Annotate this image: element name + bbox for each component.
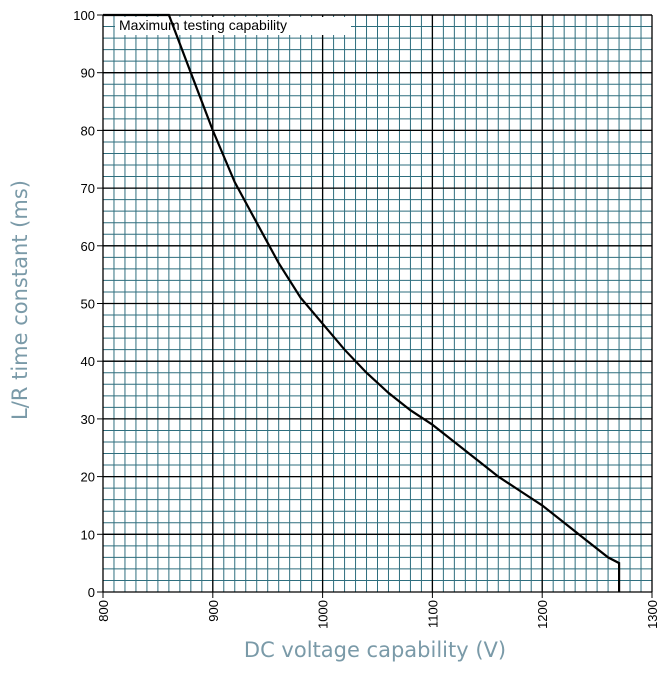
y-tick-label: 20 (81, 470, 95, 485)
x-tick-label: 1300 (645, 600, 660, 629)
x-tick-label: 1100 (425, 600, 440, 628)
x-tick-label: 900 (206, 600, 221, 622)
x-tick-label: 1200 (535, 600, 550, 629)
y-axis-label: L/R time constant (ms) (8, 180, 33, 420)
y-tick-label: 100 (73, 8, 95, 23)
y-tick-label: 10 (81, 527, 95, 542)
y-axis-label-wrap: L/R time constant (ms) (0, 0, 40, 600)
y-tick-label: 0 (88, 585, 95, 600)
series-line (103, 13, 621, 592)
y-tick-label: 70 (81, 181, 95, 196)
x-tick-label: 1000 (316, 600, 331, 629)
x-axis-label: DC voltage capability (V) (243, 638, 507, 662)
y-tick-label: 50 (81, 297, 95, 312)
y-tick-label: 30 (81, 412, 95, 427)
y-tick-label: 40 (81, 354, 95, 369)
y-tick-label: 60 (81, 239, 95, 254)
y-tick-label: 90 (81, 66, 95, 81)
major-grid (102, 14, 653, 593)
x-tick-label: 800 (96, 600, 111, 622)
y-tick-label: 80 (81, 123, 95, 138)
tick-labels: 0 10 20 30 40 50 60 70 80 90 100 800 900 1000 1100 1200… (73, 8, 660, 629)
annotation-text: Maximum testing capability (119, 17, 287, 33)
